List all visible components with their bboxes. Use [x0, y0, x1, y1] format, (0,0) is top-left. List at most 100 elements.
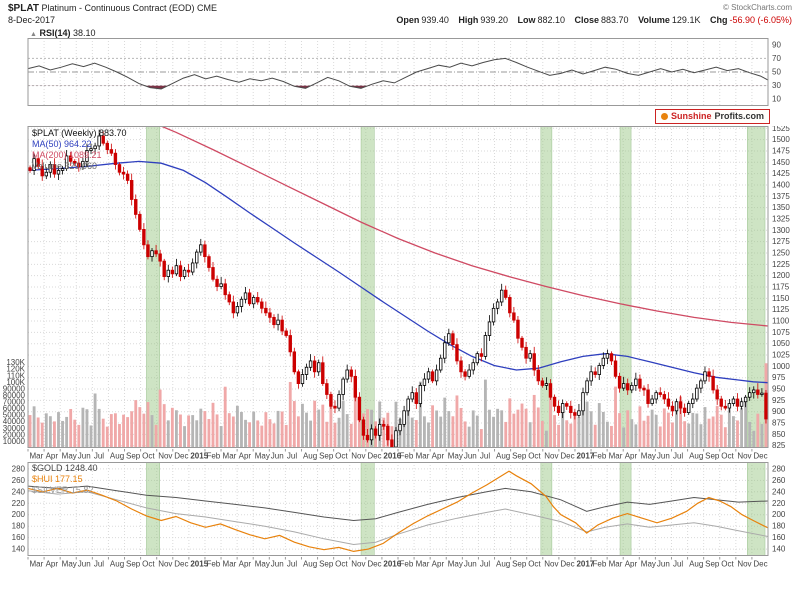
volume-bar	[333, 422, 337, 448]
highlight-band	[747, 462, 766, 556]
volume-bar	[244, 419, 247, 448]
candle-body	[735, 398, 740, 407]
axis-label: Mar	[416, 560, 430, 569]
volume-bar	[622, 427, 626, 448]
candle-body	[430, 371, 435, 382]
highlight-band	[360, 126, 375, 448]
volume-bar	[61, 420, 64, 448]
candle-body	[373, 428, 378, 436]
volume-bar	[264, 412, 268, 448]
axis-label: Mar	[609, 560, 623, 569]
axis-label: 180	[12, 522, 26, 531]
candle-body	[556, 405, 561, 414]
candle-body	[646, 389, 650, 404]
volume-bar	[475, 415, 479, 448]
candle-body	[113, 152, 118, 165]
candle-body	[654, 392, 658, 400]
volume-bar	[85, 409, 89, 448]
highlight-band	[619, 462, 632, 556]
axis-label: 1400	[772, 180, 790, 189]
volume-bar	[345, 414, 349, 448]
volume-bar	[118, 423, 121, 448]
volume-bar	[382, 417, 386, 448]
axis-label: Feb	[206, 560, 220, 569]
candle-body	[650, 398, 654, 404]
volume-bar	[431, 405, 434, 448]
volume-bar	[272, 423, 276, 448]
axis-label: 850	[772, 430, 786, 439]
volume-bar	[447, 411, 451, 448]
chg-value: -56.90 (-6.05%)	[729, 15, 792, 25]
legend-hui: $HUI 177.15	[32, 474, 83, 484]
axis-label: 2015	[190, 560, 208, 569]
candle-body	[609, 353, 614, 362]
candle-body	[227, 294, 231, 303]
highlight-band	[747, 126, 766, 448]
axis-label: 120K	[6, 365, 25, 374]
candle-body	[276, 319, 280, 326]
volume-bar	[671, 422, 674, 448]
axis-label: 1300	[772, 226, 790, 235]
candle-body	[308, 360, 313, 368]
axis-label: Sep	[126, 452, 141, 461]
open-value: 939.40	[421, 15, 449, 25]
volume-bar	[32, 406, 36, 448]
volume-bar	[187, 415, 191, 448]
axis-label: 140	[12, 545, 26, 554]
axis-label: Jun	[78, 452, 91, 461]
axis-label: 50000	[3, 411, 26, 420]
volume-bar	[309, 420, 313, 448]
candle-body	[601, 357, 606, 366]
volume-bar	[280, 411, 284, 448]
volume-bar	[44, 413, 48, 448]
highlight-band	[619, 126, 632, 448]
volume-bar	[154, 424, 158, 448]
candle-body	[487, 321, 492, 336]
candle-body	[463, 371, 467, 377]
candle-body	[300, 374, 305, 384]
volume-bar	[423, 416, 426, 448]
legend-volume: Volume 329,060	[32, 161, 98, 171]
volume-bar	[459, 407, 463, 448]
axis-label: 90	[772, 40, 781, 49]
candle-body	[121, 171, 126, 175]
candle-body	[524, 346, 528, 359]
axis-label: Sep	[319, 452, 334, 461]
high-label: High	[458, 15, 479, 25]
volume-bar	[357, 399, 361, 448]
volume-bar	[73, 419, 77, 448]
highlight-band	[146, 126, 160, 448]
open-label: Open	[396, 15, 420, 25]
volume-bar	[467, 426, 471, 448]
volume-bar	[736, 420, 739, 448]
volume-bar	[77, 424, 81, 448]
volume-bar	[528, 422, 532, 448]
axis-label: May	[641, 452, 656, 461]
candle-body	[48, 164, 53, 173]
candle-body	[410, 392, 414, 400]
volume-bar	[166, 420, 170, 448]
volume-label: Volume	[638, 15, 670, 25]
axis-label: Jul	[287, 452, 297, 461]
volume-bar	[524, 408, 528, 448]
gold-line	[27, 485, 769, 522]
volume-bar	[179, 414, 182, 448]
volume-bar	[618, 413, 622, 448]
volume-bar	[410, 417, 414, 448]
candle-body	[105, 142, 109, 150]
volume-bar	[614, 386, 617, 448]
axis-label: 280	[12, 464, 26, 473]
candle-body	[56, 170, 61, 175]
candle-body	[687, 403, 691, 414]
axis-label: 1175	[772, 283, 790, 292]
candle-body	[353, 375, 358, 398]
volume-bar	[666, 412, 670, 448]
volume-bar	[240, 411, 243, 448]
candle-body	[565, 403, 569, 407]
axis-label: May	[62, 452, 77, 461]
axis-label: 260	[12, 476, 26, 485]
candle-body	[426, 371, 431, 380]
volume-bar	[752, 430, 756, 448]
axis-label: Oct	[142, 452, 155, 461]
